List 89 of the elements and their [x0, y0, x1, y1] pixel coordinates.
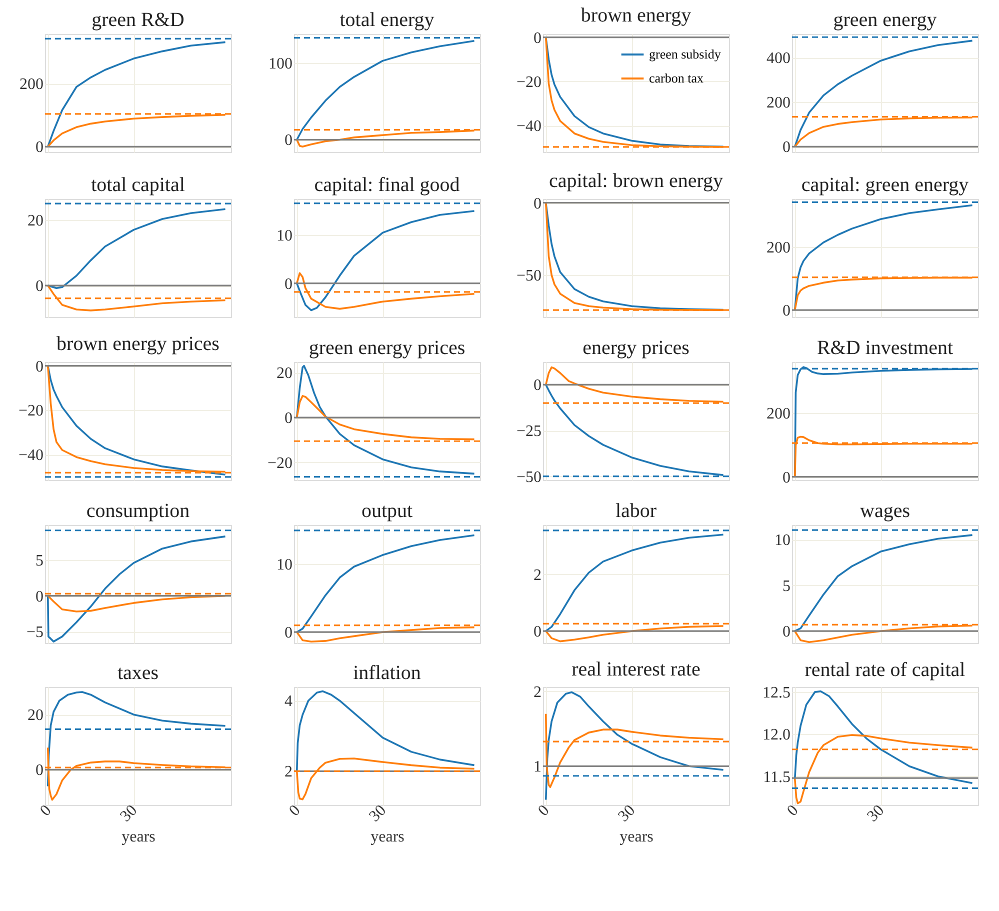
y-tick-label: 2 [284, 764, 292, 781]
x-tick-label: 30 [117, 802, 141, 826]
chart-title: wages [860, 500, 910, 522]
y-tick-label: 200 [20, 76, 44, 94]
y-tick-label: 11.5 [763, 768, 790, 786]
y-tick-label: 0 [284, 410, 292, 428]
y-tick-label: −50 [516, 468, 542, 486]
y-tick-label: 20 [28, 707, 44, 724]
x-axis-title: years [620, 828, 654, 846]
y-tick-label: 20 [28, 212, 44, 230]
x-tick-label: 30 [864, 802, 888, 826]
y-tick-label: −50 [516, 268, 542, 285]
y-tick-label: 0 [782, 139, 790, 156]
y-tick-label: 5 [36, 552, 44, 570]
y-tick-label: 0 [782, 469, 790, 486]
y-tick-label: −40 [516, 118, 542, 136]
line-series [794, 204, 974, 311]
y-tick-label: 10 [774, 532, 790, 550]
x-tick-label: 30 [366, 802, 390, 826]
line-series [296, 690, 476, 772]
x-axis-title: years [122, 828, 156, 846]
y-tick-label: 0 [36, 358, 44, 376]
y-tick-label: 4 [284, 693, 292, 710]
y-tick-label: −40 [18, 447, 44, 464]
y-tick-label: −5 [26, 624, 44, 642]
chart-title: R&D investment [816, 337, 954, 359]
y-tick-label: 5 [782, 578, 790, 595]
y-tick-label: 10 [276, 556, 292, 574]
line-series [794, 534, 974, 632]
y-tick-label: 0 [36, 588, 44, 606]
chart-title: brown energy prices [56, 332, 220, 355]
y-tick-label: 0 [534, 377, 542, 394]
chart-title: capital: green energy [801, 174, 969, 196]
line-series [794, 40, 974, 148]
line-series [544, 534, 724, 632]
y-tick-label: −20 [18, 402, 44, 420]
line-series [296, 534, 476, 633]
y-tick-label: 0 [284, 276, 292, 293]
y-tick-label: 0 [284, 624, 292, 642]
chart-title: output [361, 500, 413, 522]
y-tick-label: −25 [516, 423, 542, 440]
chart-title: labor [615, 500, 657, 522]
y-tick-label: 0 [534, 30, 542, 47]
y-tick-label: 0 [534, 195, 542, 212]
chart-title: green energy prices [308, 337, 466, 359]
y-tick-label: 400 [766, 50, 790, 68]
y-tick-label: −20 [516, 74, 542, 91]
y-tick-label: 0 [284, 132, 292, 150]
x-tick-label: 30 [615, 802, 639, 826]
chart-title: inflation [353, 662, 421, 684]
chart-title: total capital [91, 174, 186, 196]
chart-title: consumption [86, 500, 190, 522]
y-tick-label: 0 [36, 278, 44, 296]
legend-label: carbon tax [649, 70, 704, 86]
y-tick-label: 0 [782, 624, 790, 641]
y-tick-label: 2 [534, 566, 542, 584]
line-series [794, 690, 974, 784]
chart-title: rental rate of capital [804, 659, 966, 682]
line-series [296, 210, 476, 312]
y-tick-label: 12.5 [762, 684, 790, 702]
chart-title: capital: brown energy [548, 170, 724, 192]
y-tick-label: 12.0 [762, 726, 790, 744]
chart-title: energy prices [582, 337, 690, 359]
line-series [46, 536, 226, 642]
legend-label: green subsidy [649, 46, 722, 62]
x-axis-title: years [370, 828, 404, 846]
line-series [296, 40, 476, 141]
y-tick-label: 100 [268, 56, 292, 73]
line-series [46, 41, 226, 148]
y-tick-label: 200 [766, 94, 790, 112]
y-tick-label: 1 [534, 758, 542, 776]
y-tick-label: 200 [766, 406, 790, 423]
line-series [46, 594, 226, 612]
chart-title: total energy [340, 9, 434, 31]
chart-title: green energy [833, 9, 937, 31]
y-tick-label: 0 [534, 624, 542, 641]
y-tick-label: 0 [36, 762, 44, 780]
y-tick-label: 200 [766, 240, 790, 257]
chart-title: taxes [117, 662, 159, 684]
chart-title: green R&D [92, 9, 184, 31]
y-tick-label: −20 [267, 454, 292, 472]
chart-title: capital: final good [314, 174, 460, 196]
chart-title: real interest rate [572, 658, 701, 680]
y-tick-label: 2 [534, 684, 542, 701]
chart-title: brown energy [580, 4, 692, 26]
y-tick-label: 10 [276, 228, 292, 245]
y-tick-label: 0 [782, 302, 790, 320]
y-tick-label: 20 [276, 365, 292, 382]
y-tick-label: 0 [36, 139, 44, 156]
